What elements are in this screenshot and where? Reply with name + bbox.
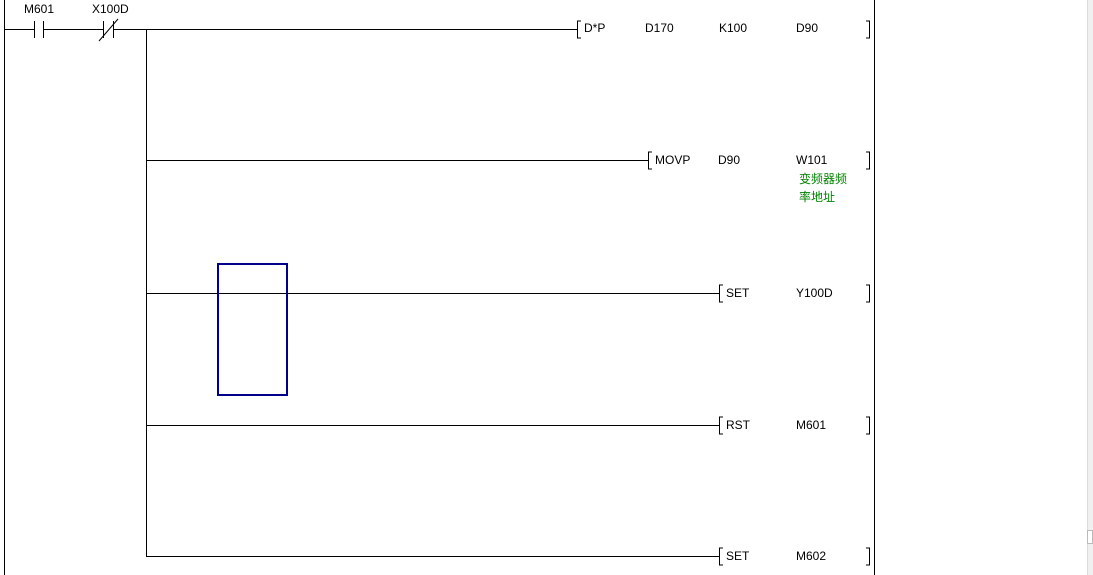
vertical-scrollbar[interactable]	[1087, 0, 1093, 575]
operand: D90	[718, 153, 740, 167]
contact-label: X100D	[92, 2, 129, 16]
instruction: SET	[726, 286, 750, 300]
operand: W101	[796, 153, 828, 167]
contact-label: M601	[24, 2, 54, 16]
device-comment: 变频器频	[799, 171, 847, 186]
instruction: MOVP	[655, 153, 690, 167]
operand: M601	[796, 418, 826, 432]
operand: Y100D	[796, 286, 833, 300]
operand: D90	[796, 21, 818, 35]
operand: M602	[796, 549, 826, 563]
operand: D170	[645, 21, 674, 35]
operand: K100	[719, 21, 747, 35]
instruction: RST	[726, 418, 751, 432]
wires	[4, 0, 875, 575]
cursor-box[interactable]	[217, 263, 288, 396]
device-comment: 率地址	[799, 189, 835, 204]
nc-slash	[98, 18, 119, 42]
instruction: D*P	[584, 21, 605, 35]
scrollbar-thumb[interactable]	[1087, 530, 1093, 544]
instruction: SET	[726, 549, 750, 563]
